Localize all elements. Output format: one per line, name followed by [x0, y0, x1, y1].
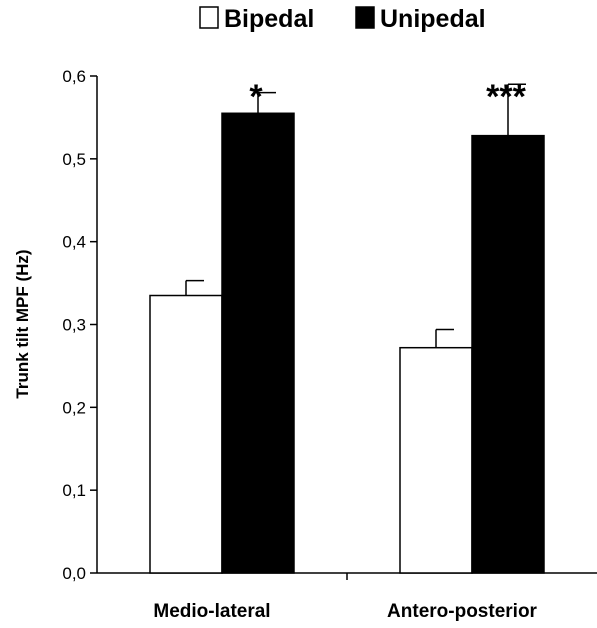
significance-marker-0: * — [249, 78, 263, 116]
legend-label-bipedal: Bipedal — [224, 5, 314, 33]
y-tick-label: 0,0 — [62, 564, 86, 583]
bar-unipedal-0 — [221, 112, 295, 574]
bar-unipedal-1 — [471, 134, 545, 574]
bars — [149, 112, 545, 574]
bar-bipedal-1 — [399, 346, 473, 574]
y-tick-label: 0,1 — [62, 481, 86, 500]
y-tick-label: 0,4 — [62, 233, 86, 252]
y-tick-label: 0,5 — [62, 150, 86, 169]
x-category-label: Medio-lateral — [153, 601, 270, 622]
y-tick-label: 0,6 — [62, 67, 86, 86]
legend-swatch-unipedal — [355, 6, 375, 29]
legend-swatch-bipedal — [199, 6, 219, 29]
x-category-label: Antero-posterior — [387, 601, 538, 622]
category-labels: Medio-lateral Antero-posterior — [153, 601, 537, 622]
significance-markers: * *** — [249, 78, 526, 116]
significance-marker-1: *** — [486, 78, 526, 116]
legend-label-unipedal: Unipedal — [380, 5, 486, 33]
error-bars — [185, 83, 526, 348]
legend: Bipedal Unipedal — [199, 5, 486, 33]
y-tick-label: 0,3 — [62, 316, 86, 335]
x-axis — [97, 572, 597, 580]
y-axis-title: Trunk tilt MPF (Hz) — [13, 249, 32, 398]
y-axis: 0,0 0,1 0,2 0,3 0,4 0,5 0,6 — [62, 67, 98, 583]
y-tick-label: 0,2 — [62, 398, 86, 417]
bar-bipedal-0 — [149, 294, 223, 574]
